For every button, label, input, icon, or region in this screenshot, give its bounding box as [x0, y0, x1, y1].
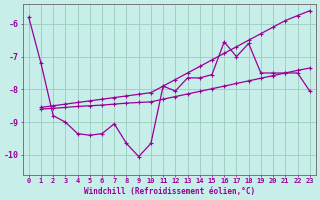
X-axis label: Windchill (Refroidissement éolien,°C): Windchill (Refroidissement éolien,°C)	[84, 187, 255, 196]
